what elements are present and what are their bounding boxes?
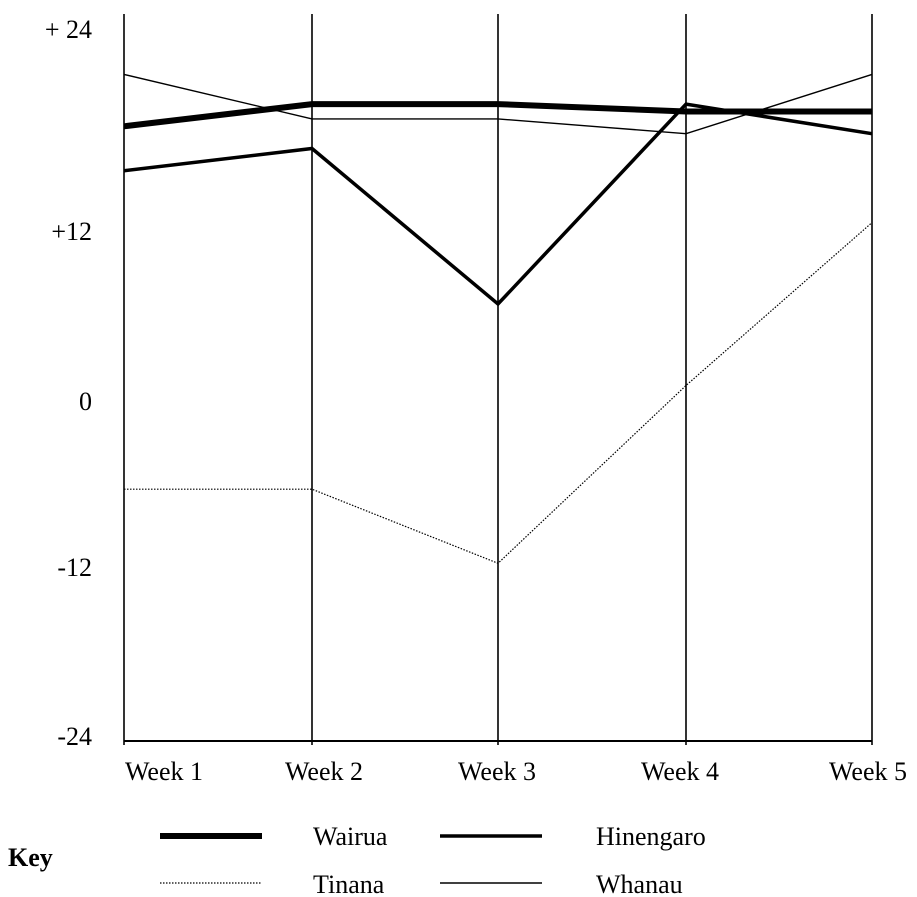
- y-tick-label: -12: [57, 553, 92, 582]
- x-tick-label: Week 3: [458, 757, 536, 786]
- x-axis-tick-labels: Week 1 Week 2 Week 3 Week 4 Week 5: [125, 757, 907, 786]
- week-grid-lines: [123, 14, 873, 741]
- y-axis-tick-labels: + 24 +12 0 -12 -24: [45, 15, 92, 751]
- y-tick-label: +12: [51, 217, 92, 246]
- legend-title: Key: [8, 843, 53, 872]
- series-line-whanau: [123, 73, 873, 135]
- x-tick-label: Week 1: [125, 757, 203, 786]
- x-tick-label: Week 4: [641, 757, 719, 786]
- legend: Key Wairua Hinengaro Tinana Whanau: [8, 822, 706, 897]
- series-line-tinana: [124, 222, 873, 564]
- series-line-wairua: [123, 101, 872, 130]
- x-tick-label: Week 5: [829, 757, 907, 786]
- legend-label-whanau: Whanau: [596, 870, 683, 897]
- x-tick-label: Week 2: [285, 757, 363, 786]
- legend-label-tinana: Tinana: [313, 870, 385, 897]
- y-tick-label: + 24: [45, 15, 92, 44]
- legend-label-hinengaro: Hinengaro: [596, 822, 706, 851]
- y-tick-label: 0: [79, 387, 92, 416]
- series-lines: [123, 73, 873, 564]
- y-tick-label: -24: [57, 722, 92, 751]
- x-axis-ticks: [123, 741, 873, 745]
- legend-label-wairua: Wairua: [313, 822, 388, 851]
